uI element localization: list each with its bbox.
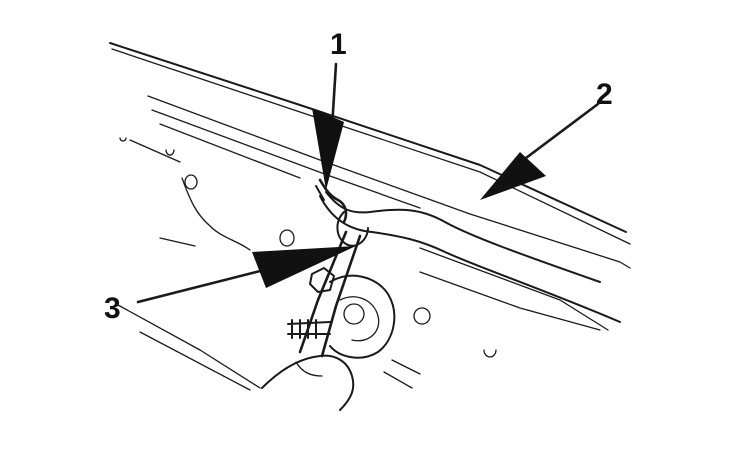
cable-upper-edge (325, 191, 601, 283)
hand-outline (261, 354, 355, 411)
retaining-clip (315, 178, 348, 224)
hole-1 (184, 174, 198, 190)
mounting-boss (287, 267, 421, 389)
cable-loop (336, 211, 369, 247)
rail-top-edge (109, 42, 627, 233)
boss-hub (343, 303, 365, 325)
stud-threads (287, 319, 331, 339)
arrow-2-head (480, 152, 546, 200)
panel-line-c (129, 139, 181, 163)
callout-1: 1 (330, 28, 347, 61)
hole-4 (413, 307, 431, 325)
clip-body (318, 178, 348, 224)
boss-inner (339, 296, 380, 342)
panel-line-b (419, 247, 609, 331)
tool-shaft-right (320, 234, 362, 358)
callout-2: 2 (596, 78, 613, 111)
arrow-3-head (252, 246, 356, 288)
arrow-1-head (312, 108, 344, 190)
cable-lower-edge (319, 195, 621, 323)
hole-5 (483, 349, 497, 358)
panel-contour (181, 177, 251, 251)
callout-3: 3 (104, 292, 121, 325)
hand-knuckle (295, 361, 323, 377)
hole-2 (165, 149, 175, 156)
fastener-holes (119, 137, 497, 358)
cable-harness (319, 191, 621, 323)
rail-lower-edge (147, 95, 631, 269)
panel-line-d (419, 271, 601, 331)
boss-outline (329, 274, 396, 359)
hole-6 (119, 137, 127, 142)
rail-lower-edge-2 (151, 109, 421, 209)
panel-line-a (159, 123, 301, 179)
panel-lower-frame-2 (139, 331, 251, 391)
hole-3 (279, 229, 295, 247)
panel-contour-2 (159, 237, 196, 247)
panel-edges (109, 42, 631, 391)
leader-arrows (136, 62, 600, 304)
panel-lower-frame (117, 304, 261, 389)
rail-top-edge-2 (111, 48, 631, 245)
boss-base (383, 359, 421, 389)
clip-tab (315, 185, 325, 201)
arrow-3-shaft (136, 264, 282, 304)
stud-nut (309, 267, 335, 293)
